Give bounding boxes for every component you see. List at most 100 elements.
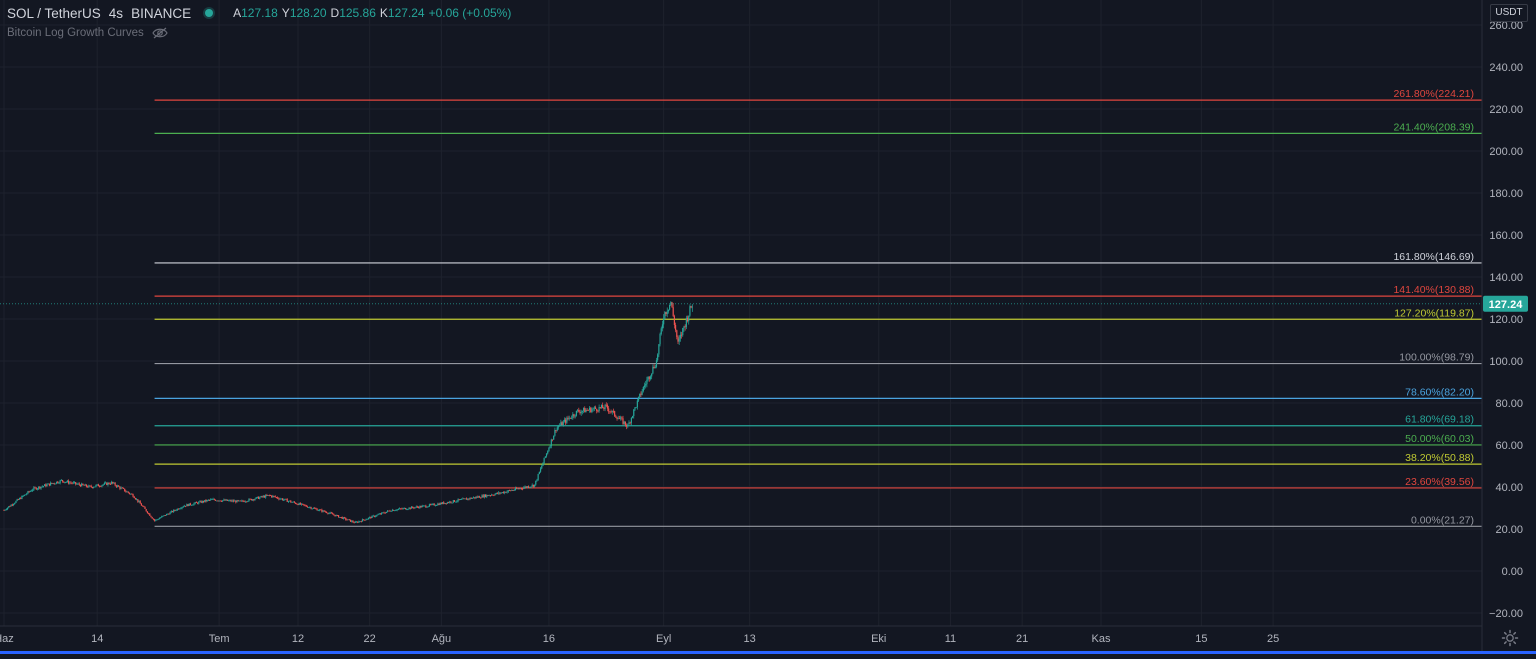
candle-body [646,379,648,385]
candle-body [475,496,477,499]
candle-body [240,500,242,502]
candle-body [66,480,68,482]
currency-badge[interactable]: USDT [1490,4,1528,22]
candle-body [643,385,646,387]
candle-body [326,512,328,513]
candle-body [480,497,482,499]
candle-body [94,486,96,488]
candle-body [455,501,457,503]
candle-body [42,486,45,487]
candle-body [669,304,671,310]
candle-body [138,501,140,503]
y-tick-label: 60.00 [1495,440,1523,452]
symbol-name[interactable]: SOL / TetherUS [7,5,101,21]
candle-body [342,517,344,519]
candle-body [256,496,258,498]
candle-body [181,507,183,509]
candle-body [97,484,100,487]
candle-body [582,408,585,411]
candle-body [115,485,117,487]
candle-body [415,506,417,508]
x-tick-label: Tem [209,633,230,645]
candle-body [244,501,246,503]
candle-body [274,496,276,498]
candle-body [164,515,166,516]
candle-body [363,519,365,521]
candle-body [171,511,174,512]
candle-body [64,482,66,483]
candle-body [682,327,684,336]
candle-body [479,496,481,498]
candle-body [199,501,201,502]
eye-hidden-icon[interactable] [152,27,168,39]
candle-body [194,502,196,504]
candle-body [384,512,386,514]
candle-body [513,489,515,491]
candle-body [492,494,494,496]
candle-body [232,500,235,502]
gear-icon[interactable] [1500,628,1520,648]
candle-body [340,516,342,518]
candle-body [400,508,402,510]
fibonacci-levels[interactable]: 261.80%(224.21) 241.40%(208.39) 161.80%(14… [154,88,1482,527]
y-tick-label: 20.00 [1495,524,1523,536]
candle-body [167,513,169,515]
candle-body [464,498,466,500]
candle-body [490,494,493,496]
candle-body [212,498,214,500]
interval-label[interactable]: 4s [108,5,124,21]
candle-body [528,486,530,488]
candle-body [573,414,575,417]
last-price-badge[interactable] [1483,295,1528,312]
candle-body [653,366,655,369]
ohlc-low-key: D [330,6,340,20]
candle-body [691,306,693,308]
candle-body [435,505,438,506]
candle-body [361,519,364,522]
candle-body [136,499,138,500]
candle-body [324,511,327,513]
indicator-legend[interactable]: Bitcoin Log Growth Curves [7,25,168,41]
indicator-name[interactable]: Bitcoin Log Growth Curves [7,27,144,39]
candle-body [139,501,141,504]
candle-body [642,386,644,392]
fib-level-label: 127.20%(119.87) [1394,307,1474,319]
candle-body [517,488,519,490]
candle-body [263,496,266,498]
candle-body [272,495,274,498]
candle-body [334,514,336,517]
candle-body [287,501,290,502]
candle-body [637,396,640,401]
candle-body [633,409,635,417]
candle-body [507,490,509,492]
candle-body [536,479,538,481]
candle-body [425,505,427,508]
candle-body [205,500,207,502]
candle-body [147,513,150,514]
candle-body [409,507,411,509]
candle-body [336,515,339,516]
candle-body [432,503,434,505]
candle-body [403,507,405,509]
candle-body [547,451,549,454]
candle-body [175,510,177,512]
candle-body [251,499,254,501]
candle-body [322,510,324,512]
candle-body [151,517,153,519]
candle-body [427,506,429,508]
candle-body [673,316,675,325]
candle-body [297,504,299,505]
candle-body [574,415,576,417]
candle-body [255,497,257,499]
candle-body [50,482,52,486]
candle-body [538,471,540,475]
candle-body [477,496,480,498]
candle-body [680,334,683,336]
candle-body [10,504,12,507]
symbol-legend[interactable]: SOL / TetherUS 4s BINANCE A 127.18 Y 128.2… [7,4,511,22]
candle-body [193,503,195,505]
candle-body [71,482,73,484]
